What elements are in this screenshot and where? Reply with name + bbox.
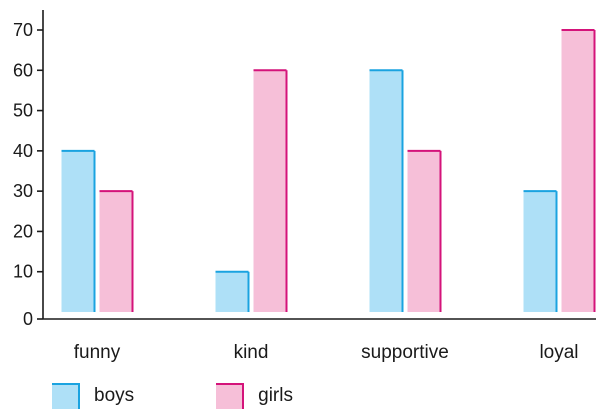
bar-boys-supportive (369, 69, 404, 313)
bar-boys-kind (215, 270, 250, 312)
bar-boys-funny (61, 149, 96, 312)
y-tick-label: 70 (13, 20, 33, 40)
y-tick-label: 10 (13, 262, 33, 282)
legend-item-boys: boys (52, 383, 134, 409)
y-tick-label: 30 (13, 181, 33, 201)
legend-swatch-girls (216, 383, 245, 409)
category-label: kind (234, 342, 269, 363)
y-tick-label: 40 (13, 141, 33, 161)
category-label: loyal (539, 342, 578, 363)
y-tick-label: 60 (13, 60, 33, 80)
y-tick-label: 0 (23, 309, 33, 329)
legend-item-girls: girls (216, 383, 293, 409)
bar-girls-kind (253, 69, 288, 313)
bar-girls-loyal (561, 29, 596, 312)
category-labels: funny kind supportive loyal (74, 342, 579, 363)
category-label: funny (74, 342, 121, 363)
bar-boys-loyal (523, 190, 558, 312)
legend-label-girls: girls (258, 385, 293, 406)
bar-girls-funny (99, 190, 134, 312)
bar-girls-supportive (407, 149, 442, 312)
y-tick-label: 50 (13, 101, 33, 121)
legend-swatch-boys (52, 383, 80, 409)
category-label: supportive (361, 342, 449, 363)
legend: boys girls (52, 383, 375, 409)
y-axis-ticks: 0 10 20 30 40 50 60 70 (13, 20, 43, 329)
bars (61, 29, 596, 313)
y-tick-label: 20 (13, 221, 33, 241)
legend-label-boys: boys (94, 385, 135, 406)
